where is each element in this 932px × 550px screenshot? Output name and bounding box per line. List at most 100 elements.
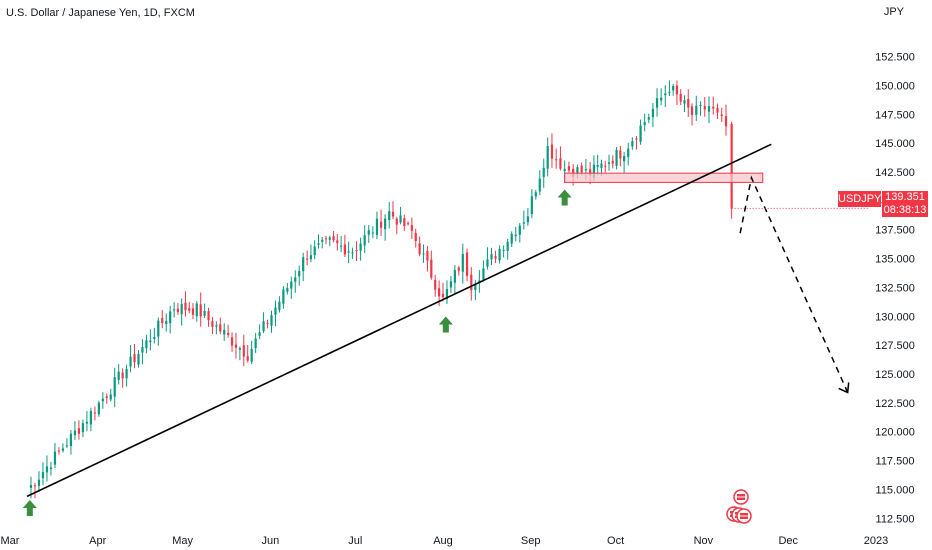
time-axis[interactable]: Mar Apr May Jun Jul Aug Sep Oct Nov Dec 2023: [1, 535, 889, 547]
candle-body: [461, 253, 464, 272]
candle: [596, 154, 599, 176]
time-tick-label: Jul: [348, 535, 362, 547]
candle: [635, 135, 638, 150]
trend-line: [26, 143, 772, 498]
candle-body: [65, 445, 69, 447]
time-tick-label: Nov: [694, 535, 714, 547]
resistance-zone: [564, 172, 764, 183]
candle-body: [157, 320, 160, 337]
candle: [482, 260, 485, 282]
candle: [506, 238, 509, 260]
time-tick-label: Apr: [89, 535, 106, 547]
candle-body: [359, 243, 362, 251]
countdown: 08:38:13: [883, 204, 927, 216]
candle-body: [395, 218, 398, 225]
candle: [546, 137, 549, 177]
candle: [457, 265, 460, 276]
candle: [730, 121, 733, 219]
candle-body: [69, 433, 73, 447]
candle: [679, 89, 682, 105]
candle-body: [215, 325, 218, 327]
candle: [542, 158, 545, 188]
price-tick-label: 152.500: [875, 52, 915, 64]
candle-body: [426, 250, 429, 261]
candle-body: [695, 105, 698, 115]
candle: [254, 332, 257, 353]
candle-body: [675, 85, 679, 95]
candle-body: [180, 304, 183, 315]
candle: [567, 161, 571, 173]
candle-body: [258, 332, 261, 336]
events-layer[interactable]: [726, 489, 752, 524]
candle-body: [141, 346, 144, 353]
candle: [453, 265, 456, 295]
candle: [410, 217, 413, 239]
candle: [363, 225, 366, 254]
candle: [176, 303, 180, 315]
candle-body: [631, 141, 634, 147]
candle: [655, 88, 659, 117]
candle-body: [351, 252, 354, 254]
candle: [207, 307, 210, 327]
candle-body: [699, 104, 702, 106]
candle: [97, 400, 100, 417]
candle-body: [555, 159, 558, 161]
time-tick-label: Mar: [1, 535, 20, 547]
candle-body: [430, 259, 433, 278]
candle: [173, 302, 176, 318]
candle: [355, 241, 358, 261]
candle: [165, 313, 168, 332]
price-tick-label: 145.000: [875, 138, 915, 150]
candle-body: [437, 288, 441, 297]
event-flag-icon[interactable]: [736, 508, 752, 524]
candle-body: [526, 216, 529, 223]
candle-body: [73, 430, 77, 436]
candle-body: [465, 252, 469, 276]
price-tick-label: 115.000: [876, 484, 915, 496]
candle-body: [324, 238, 328, 240]
candle: [332, 231, 335, 243]
candle: [270, 310, 273, 333]
time-tick-label: Dec: [778, 535, 798, 547]
price-tick-label: 120.000: [875, 427, 915, 439]
candle: [406, 221, 410, 226]
candle-body: [286, 288, 289, 292]
candle: [675, 80, 679, 106]
candle: [211, 317, 214, 335]
candle-body: [486, 259, 489, 267]
candle-body: [592, 164, 596, 178]
candle: [707, 96, 711, 124]
event-flag-icon[interactable]: [733, 489, 749, 505]
candle: [105, 393, 108, 404]
candle: [184, 291, 187, 317]
candle: [81, 419, 85, 438]
time-tick-label: Oct: [607, 535, 624, 547]
candle: [274, 300, 277, 327]
candle-body: [679, 93, 682, 102]
candle-body: [611, 160, 614, 164]
candle-body: [441, 293, 445, 298]
candle-body: [278, 301, 281, 310]
candle-body: [542, 167, 545, 178]
candle: [631, 137, 634, 150]
symbol-badge: USDJPY: [838, 191, 882, 207]
candle: [538, 170, 541, 196]
candle-body: [406, 223, 410, 225]
candle-body: [664, 93, 667, 96]
candle: [367, 224, 370, 243]
candle-body: [230, 337, 234, 346]
candle: [230, 332, 234, 352]
candle-body: [153, 337, 156, 339]
price-axis[interactable]: 152.500150.000147.500145.000142.500140.0…: [875, 52, 915, 526]
candle-body: [117, 371, 120, 380]
candle-body: [207, 311, 210, 321]
candle-body: [643, 122, 646, 126]
candle-body: [445, 289, 449, 300]
candle: [242, 334, 245, 367]
candle-body: [403, 218, 406, 227]
candle: [643, 113, 646, 132]
candle-body: [246, 356, 249, 361]
candle: [388, 201, 391, 229]
candle: [49, 461, 53, 476]
